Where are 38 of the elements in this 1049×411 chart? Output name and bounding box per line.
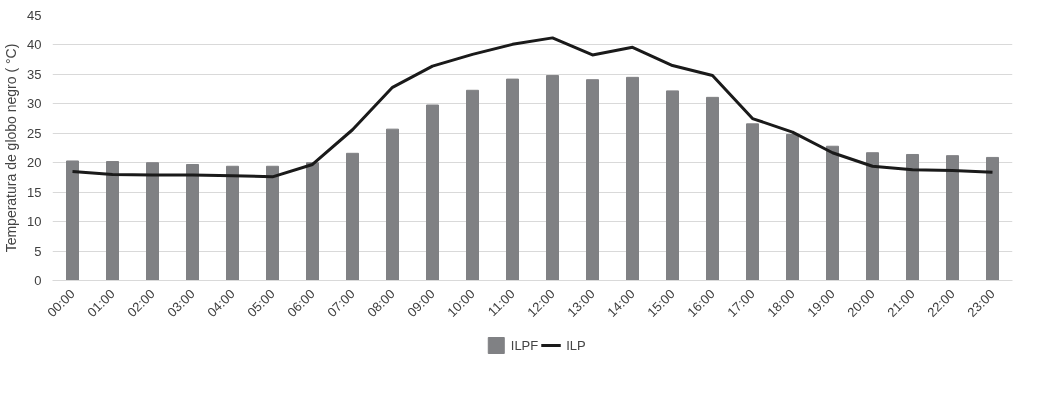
y-tick-label: 0	[34, 273, 42, 288]
bar	[866, 152, 879, 281]
bar	[426, 104, 439, 281]
y-axis-title: Temperatura de globo negro ( °C)	[3, 43, 20, 253]
y-tick-label: 40	[27, 37, 42, 53]
bar	[946, 155, 959, 281]
line-series	[71, 36, 994, 179]
bar	[346, 152, 359, 281]
bar	[466, 89, 479, 281]
y-tick-label: 35	[27, 66, 42, 82]
bar	[266, 165, 279, 281]
y-tick-label: 45	[27, 8, 42, 23]
bar	[546, 75, 559, 281]
bar	[146, 162, 159, 281]
bar	[746, 123, 759, 281]
bar	[66, 160, 79, 281]
y-tick-label: 30	[27, 96, 42, 112]
bar	[666, 90, 679, 281]
bar	[386, 128, 399, 281]
bar	[306, 162, 319, 281]
y-tick-label: 10	[27, 214, 42, 230]
bar	[226, 165, 239, 281]
bar	[986, 156, 999, 281]
bar	[586, 79, 599, 281]
bar	[906, 153, 919, 281]
bar	[186, 163, 199, 281]
y-tick-label: 25	[27, 125, 42, 141]
bar	[786, 133, 799, 281]
y-tick-label: 15	[27, 184, 42, 200]
bar	[506, 78, 519, 281]
legend-label: ILP	[566, 337, 587, 353]
y-tick-label: 5	[34, 243, 42, 259]
bar	[826, 145, 839, 281]
bar	[106, 161, 119, 281]
y-tick-label: 20	[27, 155, 42, 171]
legend-label: ILPF	[510, 337, 539, 353]
bar	[706, 96, 719, 281]
bar	[626, 76, 639, 281]
